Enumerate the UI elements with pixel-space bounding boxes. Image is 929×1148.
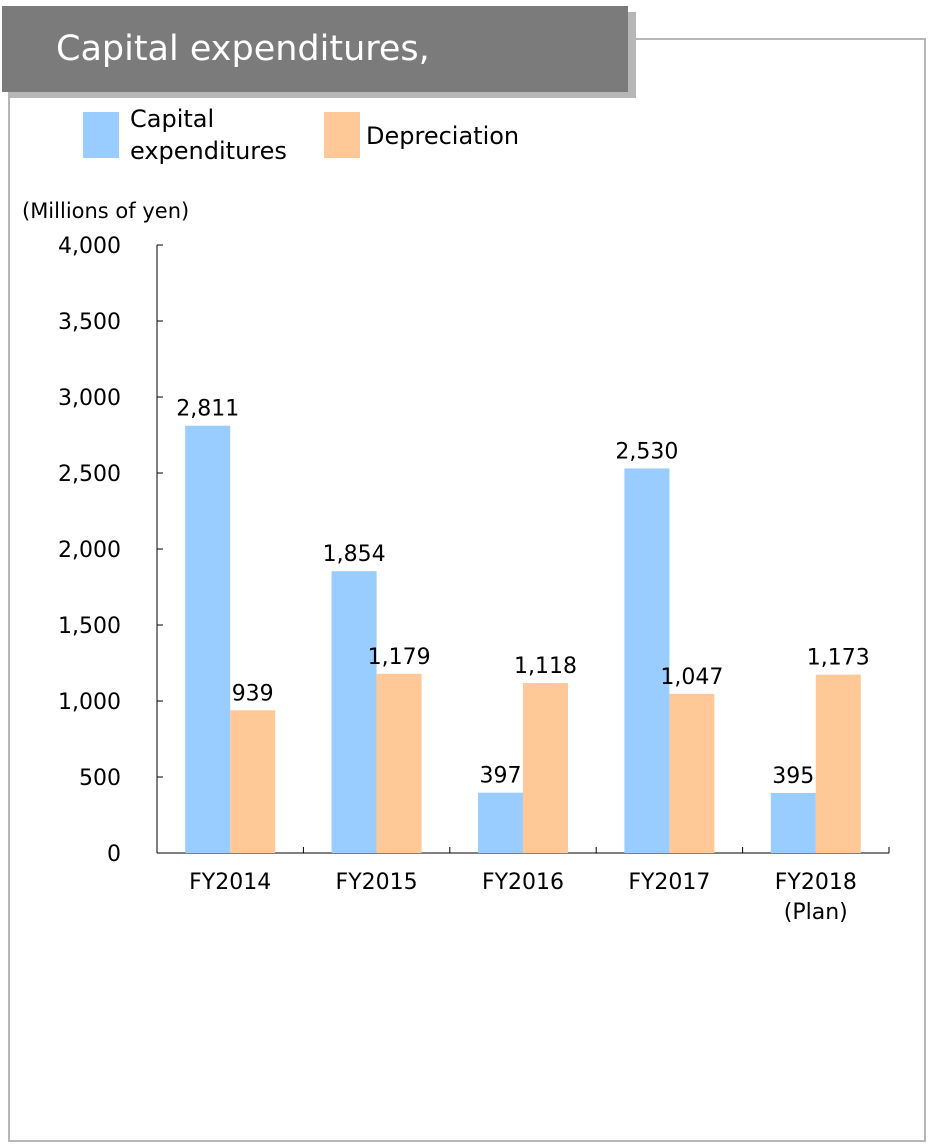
bar-depreciation bbox=[230, 710, 276, 853]
y-tick-label: 4,000 bbox=[58, 234, 121, 259]
data-label: 1,047 bbox=[660, 665, 723, 690]
legend-swatch-1 bbox=[83, 112, 119, 158]
legend-swatch-2 bbox=[324, 112, 360, 158]
legend-label-2: Depreciation bbox=[366, 122, 519, 150]
data-label: 1,173 bbox=[807, 646, 870, 671]
x-tick-label: FY2015 bbox=[336, 870, 418, 895]
legend-label-1: Capital expenditures bbox=[130, 105, 287, 165]
bar-capex bbox=[770, 792, 816, 853]
data-labels: 2,811 939 1,854 1,179 397 1,118 2,530 1,047 395 1… bbox=[176, 397, 870, 789]
bar-depreciation bbox=[376, 673, 422, 853]
y-tick-label: 3,000 bbox=[58, 386, 121, 411]
data-label: 2,530 bbox=[615, 439, 678, 464]
data-label: 2,811 bbox=[176, 397, 239, 422]
x-tick-label: FY2018 (Plan) bbox=[775, 870, 857, 925]
data-label: 395 bbox=[772, 764, 814, 789]
x-tick-label: FY2017 bbox=[628, 870, 710, 895]
y-tick-label: 0 bbox=[107, 842, 121, 867]
x-tick-label: FY2014 bbox=[189, 870, 271, 895]
bar-capex bbox=[185, 425, 231, 853]
data-label: 1,118 bbox=[514, 654, 577, 679]
legend: Capital expenditures Depreciation bbox=[83, 105, 519, 165]
data-label: 1,179 bbox=[368, 645, 431, 670]
y-tick-label: 2,500 bbox=[58, 462, 121, 487]
data-label: 1,854 bbox=[323, 542, 386, 567]
bar-depreciation bbox=[815, 674, 861, 853]
bar-capex bbox=[478, 792, 523, 853]
x-tick-label: FY2016 bbox=[482, 870, 564, 895]
bar-capex bbox=[331, 571, 377, 853]
y-tick-label: 3,500 bbox=[58, 310, 121, 335]
bar-depreciation bbox=[523, 683, 568, 853]
data-label: 939 bbox=[232, 681, 274, 706]
chart-frame bbox=[8, 38, 926, 1142]
data-label: 397 bbox=[480, 764, 522, 789]
y-axis-label: (Millions of yen) bbox=[22, 199, 189, 223]
y-tick-label: 500 bbox=[79, 766, 121, 791]
y-tick-label: 1,000 bbox=[58, 690, 121, 715]
y-tick-label: 1,500 bbox=[58, 614, 121, 639]
axes: 0 500 1,000 1,500 2,000 2,500 3,000 3,500 4,000 F… bbox=[58, 234, 890, 925]
bar-capex bbox=[624, 468, 670, 853]
bars bbox=[185, 425, 861, 853]
bar-depreciation bbox=[669, 693, 715, 853]
y-tick-label: 2,000 bbox=[58, 538, 121, 563]
